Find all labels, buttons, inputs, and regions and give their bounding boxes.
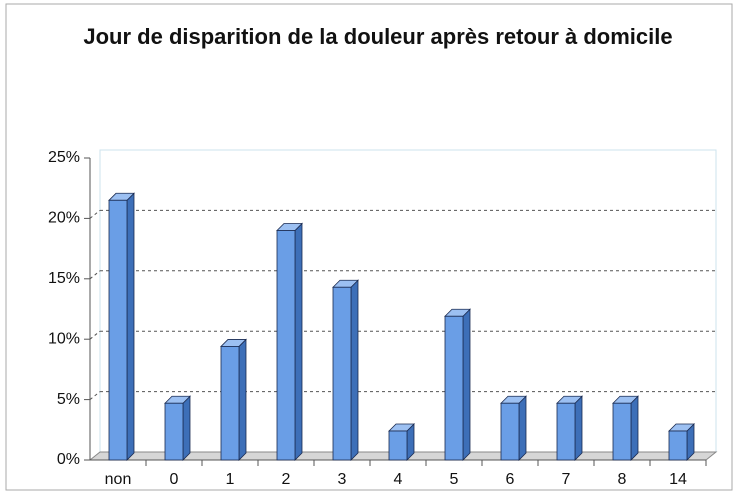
bar-front: [108, 199, 128, 461]
bar: [108, 192, 135, 461]
bar-front: [668, 430, 688, 461]
grid-line-group: [89, 330, 716, 340]
bar-side: [630, 395, 639, 461]
bar-side: [238, 338, 247, 461]
bar-front: [612, 402, 632, 461]
bar: [500, 395, 527, 461]
x-tick-label: non: [105, 471, 132, 488]
bar-front: [556, 402, 576, 461]
bar-front: [444, 315, 464, 461]
x-tick-label: 2: [282, 471, 291, 488]
x-tick-label: 5: [450, 471, 459, 488]
bar: [556, 395, 583, 461]
bar-side: [574, 395, 583, 461]
x-tick-label: 14: [669, 471, 687, 488]
x-tick-label: 4: [394, 471, 403, 488]
bar-front: [276, 230, 296, 461]
grid-line-group: [89, 209, 716, 219]
bar-side: [126, 192, 135, 461]
y-tick-label: 0%: [57, 451, 80, 468]
bar-front: [220, 346, 240, 461]
bar-side: [294, 222, 303, 461]
y-tick-label: 15%: [48, 270, 80, 287]
x-tick-label: 8: [618, 471, 627, 488]
bar: [612, 395, 639, 461]
bar: [276, 222, 303, 461]
x-tick-label: 3: [338, 471, 347, 488]
y-tick-label: 25%: [48, 149, 80, 166]
y-tick-label: 10%: [48, 330, 80, 347]
grid-line-group: [89, 391, 716, 400]
bar: [220, 338, 247, 461]
bar-front: [164, 402, 184, 461]
x-tick-label: 1: [226, 471, 235, 488]
bar-front: [388, 430, 408, 461]
y-tick-label: 5%: [57, 391, 80, 408]
bar-side: [350, 279, 359, 461]
x-tick-label: 0: [170, 471, 179, 488]
grid-line: [89, 330, 101, 340]
bar-side: [462, 308, 471, 461]
y-tick-label: 20%: [48, 210, 80, 227]
bar-side: [182, 395, 191, 461]
grid-line: [89, 210, 101, 219]
bar: [332, 279, 359, 461]
bar: [388, 423, 415, 461]
grid-line: [89, 391, 101, 400]
x-tick-label: 6: [506, 471, 515, 488]
bar-side: [518, 395, 527, 461]
bar: [444, 308, 471, 461]
grid-line-group: [89, 270, 716, 280]
bar-front: [332, 286, 352, 461]
bar: [164, 395, 191, 461]
x-tick-label: 7: [562, 471, 571, 488]
chart-frame: [5, 3, 733, 491]
chart-title: Jour de disparition de la douleur après …: [83, 24, 673, 49]
bar-front: [500, 402, 520, 461]
grid-line: [89, 270, 101, 280]
bar: [668, 423, 695, 461]
